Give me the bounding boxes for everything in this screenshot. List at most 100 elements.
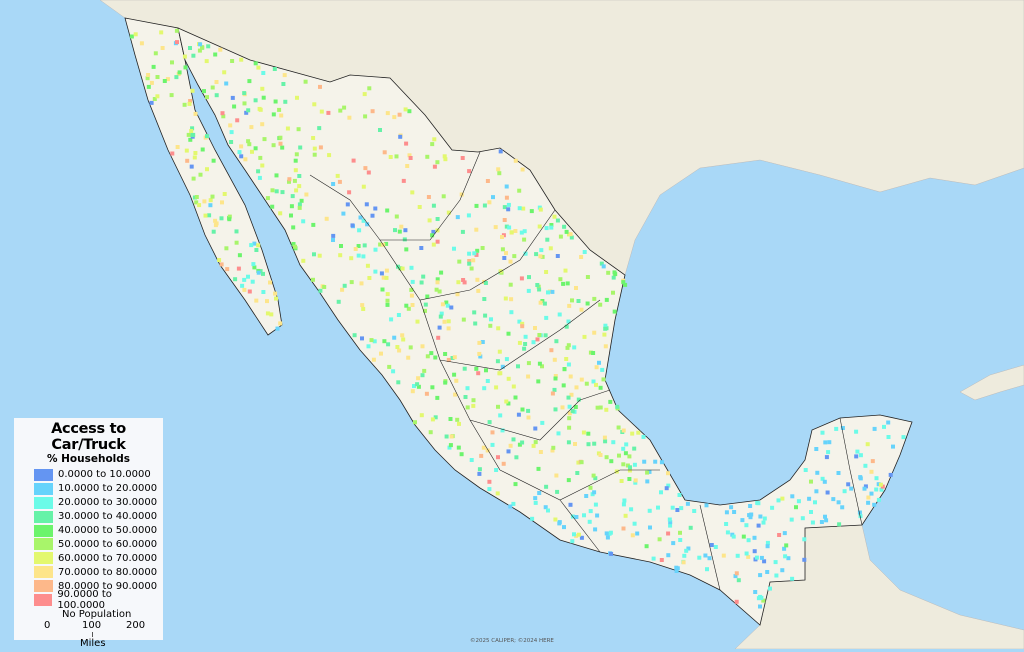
data-dot — [258, 155, 263, 160]
data-dot — [553, 376, 558, 381]
data-dot — [435, 395, 440, 400]
data-dot — [382, 339, 387, 344]
data-dot — [824, 518, 829, 523]
data-dot — [675, 508, 680, 512]
legend-label: 50.0000 to 60.0000 — [58, 538, 158, 550]
data-dot — [878, 482, 883, 487]
data-dot — [229, 140, 234, 144]
data-dot — [362, 92, 367, 97]
data-dot — [476, 288, 481, 293]
data-dot — [552, 214, 557, 219]
data-dot — [616, 425, 621, 430]
data-dot — [462, 280, 467, 285]
data-dot — [145, 76, 150, 81]
data-dot — [475, 248, 480, 253]
data-dot — [777, 533, 782, 537]
data-dot — [278, 321, 283, 326]
data-dot — [513, 482, 518, 487]
data-dot — [423, 308, 427, 313]
data-dot — [435, 160, 440, 165]
data-dot — [317, 253, 322, 258]
data-dot — [194, 195, 199, 199]
data-dot — [562, 367, 567, 372]
data-dot — [526, 361, 531, 366]
data-dot — [467, 251, 472, 256]
data-dot — [391, 369, 396, 374]
data-dot — [575, 471, 580, 475]
data-dot — [651, 556, 656, 561]
data-dot — [603, 344, 608, 349]
legend-swatch — [34, 482, 53, 495]
data-dot — [249, 243, 254, 248]
data-dot — [611, 290, 615, 295]
data-dot — [360, 336, 364, 341]
data-dot — [437, 289, 442, 294]
data-dot — [564, 324, 569, 329]
data-dot — [194, 200, 199, 205]
data-dot — [744, 551, 749, 556]
data-dot — [475, 277, 480, 282]
data-dot — [358, 215, 363, 220]
data-dot — [522, 229, 527, 234]
data-dot — [342, 105, 347, 110]
data-dot — [380, 287, 385, 292]
data-dot — [609, 459, 614, 464]
data-dot — [891, 444, 895, 449]
data-dot — [400, 266, 405, 271]
data-dot — [272, 67, 277, 71]
data-dot — [361, 254, 366, 259]
data-dot — [568, 502, 573, 507]
legend-item: 70.0000 to 80.0000 — [18, 565, 159, 579]
data-dot — [632, 462, 637, 467]
data-dot — [686, 546, 691, 551]
data-dot — [488, 323, 493, 328]
data-dot — [854, 454, 859, 459]
data-dot — [133, 32, 138, 37]
data-dot — [494, 385, 499, 390]
legend-item: 10.0000 to 20.0000 — [18, 482, 159, 496]
data-dot — [239, 57, 244, 62]
data-dot — [567, 425, 572, 430]
data-dot — [600, 367, 605, 372]
data-dot — [278, 211, 283, 216]
data-dot — [765, 570, 770, 574]
data-dot — [735, 553, 740, 558]
data-dot — [197, 203, 202, 208]
data-dot — [396, 380, 401, 385]
data-dot — [758, 514, 763, 519]
data-dot — [484, 368, 488, 373]
data-dot — [746, 538, 751, 543]
data-dot — [863, 484, 868, 489]
data-dot — [810, 520, 815, 525]
data-dot — [762, 559, 767, 564]
data-dot — [473, 321, 478, 326]
data-dot — [645, 470, 650, 475]
data-dot — [592, 490, 597, 495]
data-dot — [542, 301, 547, 306]
data-dot — [824, 455, 829, 460]
data-dot — [198, 172, 203, 177]
data-dot — [740, 518, 745, 523]
legend-label: 30.0000 to 40.0000 — [58, 511, 158, 523]
data-dot — [592, 296, 597, 301]
data-dot — [265, 311, 270, 316]
data-dot — [242, 91, 247, 96]
data-dot — [182, 54, 187, 59]
data-dot — [558, 234, 563, 239]
data-dot — [886, 420, 891, 425]
data-dot — [657, 537, 662, 542]
data-dot — [752, 549, 757, 554]
data-dot — [879, 487, 884, 492]
data-dot — [627, 477, 632, 481]
data-dot — [385, 208, 390, 213]
legend-swatch — [34, 552, 53, 565]
data-dot — [858, 514, 863, 519]
data-dot — [261, 271, 265, 276]
data-dot — [869, 469, 874, 474]
data-dot — [236, 266, 241, 271]
data-dot — [770, 505, 775, 510]
data-dot — [425, 154, 430, 159]
data-dot — [668, 523, 673, 528]
data-dot — [789, 517, 794, 522]
